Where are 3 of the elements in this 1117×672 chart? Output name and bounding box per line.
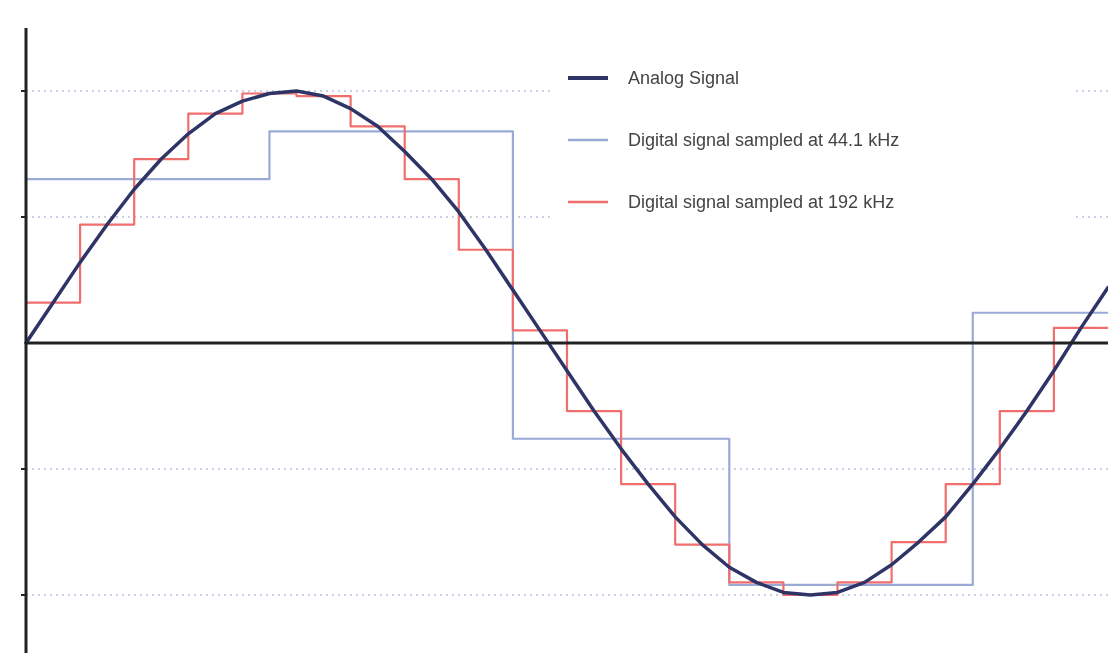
legend-label: Digital signal sampled at 44.1 kHz — [628, 130, 900, 150]
legend-label: Digital signal sampled at 192 kHz — [628, 192, 895, 212]
legend-label: Analog Signal — [628, 68, 740, 88]
